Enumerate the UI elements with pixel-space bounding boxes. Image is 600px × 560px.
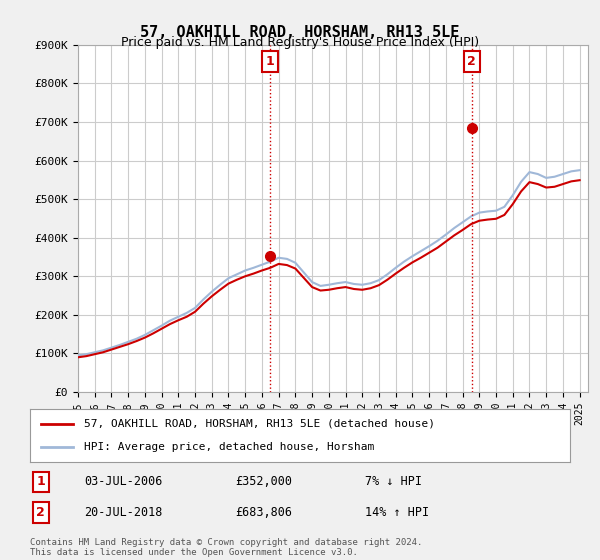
Text: £683,806: £683,806 xyxy=(235,506,292,519)
Text: 57, OAKHILL ROAD, HORSHAM, RH13 5LE: 57, OAKHILL ROAD, HORSHAM, RH13 5LE xyxy=(140,25,460,40)
Text: 1: 1 xyxy=(37,475,45,488)
Text: Price paid vs. HM Land Registry's House Price Index (HPI): Price paid vs. HM Land Registry's House … xyxy=(121,36,479,49)
Text: HPI: Average price, detached house, Horsham: HPI: Average price, detached house, Hors… xyxy=(84,442,374,452)
Text: 7% ↓ HPI: 7% ↓ HPI xyxy=(365,475,422,488)
Text: 14% ↑ HPI: 14% ↑ HPI xyxy=(365,506,429,519)
Text: 57, OAKHILL ROAD, HORSHAM, RH13 5LE (detached house): 57, OAKHILL ROAD, HORSHAM, RH13 5LE (det… xyxy=(84,419,435,429)
Text: £352,000: £352,000 xyxy=(235,475,292,488)
Text: 2: 2 xyxy=(467,55,476,68)
Text: 2: 2 xyxy=(37,506,45,519)
Text: 1: 1 xyxy=(266,55,275,68)
Text: 20-JUL-2018: 20-JUL-2018 xyxy=(84,506,163,519)
Text: 03-JUL-2006: 03-JUL-2006 xyxy=(84,475,163,488)
Text: Contains HM Land Registry data © Crown copyright and database right 2024.
This d: Contains HM Land Registry data © Crown c… xyxy=(30,538,422,557)
